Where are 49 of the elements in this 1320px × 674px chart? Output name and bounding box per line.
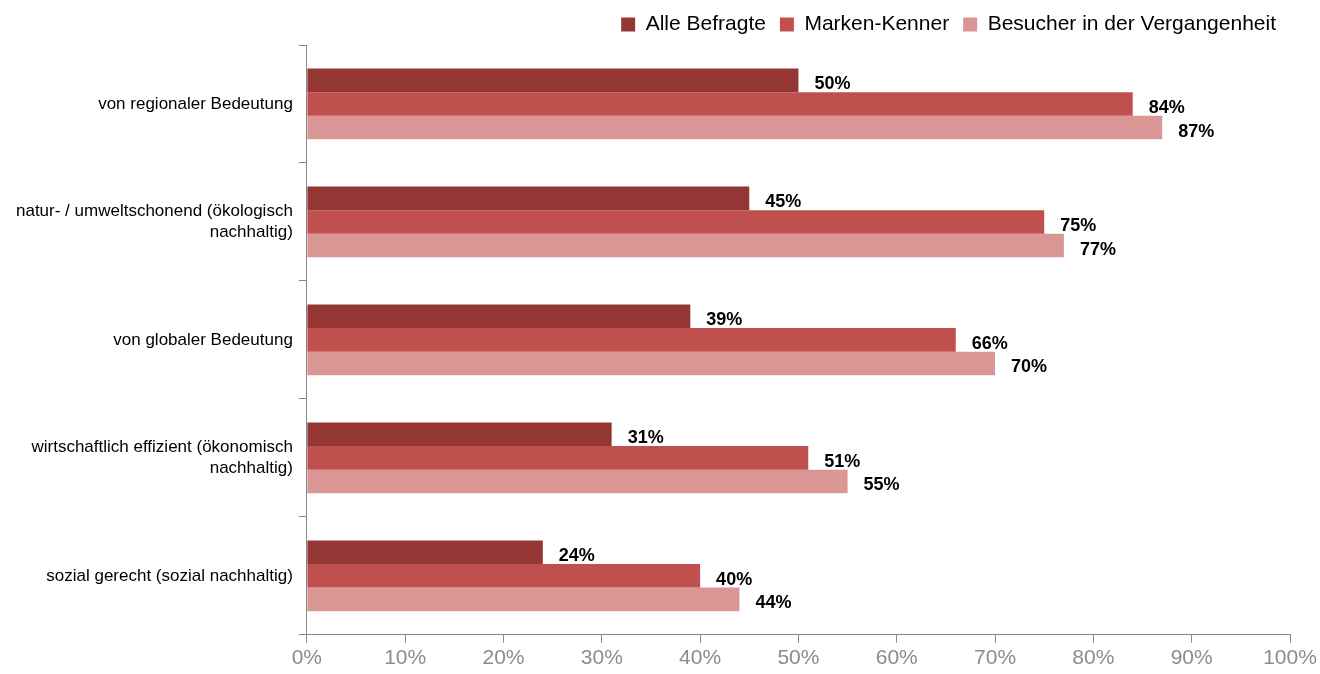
x-tick-label: 0% [291,645,323,669]
x-tick-label: 70% [974,645,1017,669]
y-tick-label: von globaler Bedeutung [113,329,293,349]
data-label: 31% [627,427,664,448]
data-label: 24% [558,545,595,566]
data-label: 50% [814,73,851,94]
data-label: 55% [863,474,900,495]
x-tick-label: 20% [482,645,525,669]
data-label: 51% [824,450,861,471]
bar [307,115,1163,140]
y-tick-label: sozial gerecht (sozial nachhaltig) [46,565,293,585]
x-tick-label: 60% [875,645,918,669]
x-tick-label: 10% [384,645,427,669]
bar [307,422,612,447]
y-tick-label: von regionaler Bedeutung [98,93,293,113]
data-label: 45% [765,191,802,212]
bar [307,92,1133,116]
x-tick-label: 80% [1072,645,1115,669]
legend-label: Alle Befragte [645,11,766,35]
bar [307,233,1064,258]
bar [307,351,996,376]
bar [307,446,809,470]
bar [307,469,848,494]
bar [307,328,956,352]
bar [307,587,740,612]
data-label: 84% [1148,96,1185,117]
y-tick-label: wirtschaftlich effizient (ökonomisch nachhaltig) [30,437,293,477]
x-tick-label: 50% [777,645,820,669]
data-label: 40% [716,568,753,589]
legend-label: Marken-Kenner [804,11,950,35]
x-tick-label: 100% [1263,645,1317,669]
legend-label: Besucher in der Vergangenheit [987,11,1277,35]
data-label: 66% [971,332,1008,353]
data-label: 87% [1178,120,1215,141]
data-label: 39% [706,309,743,330]
bar [307,210,1045,234]
y-tick-label: natur- / umweltschonend (ökologisch nachhaltig) [15,201,293,241]
bar [307,186,750,211]
bar [307,540,543,565]
bar [307,68,799,93]
data-label: 75% [1060,214,1097,235]
bar [307,304,691,329]
data-label: 70% [1011,356,1048,377]
data-label: 44% [755,592,792,613]
x-tick-label: 30% [580,645,623,669]
x-tick-label: 40% [679,645,722,669]
data-label: 77% [1079,238,1116,259]
bar [307,564,701,588]
x-tick-label: 90% [1170,645,1213,669]
